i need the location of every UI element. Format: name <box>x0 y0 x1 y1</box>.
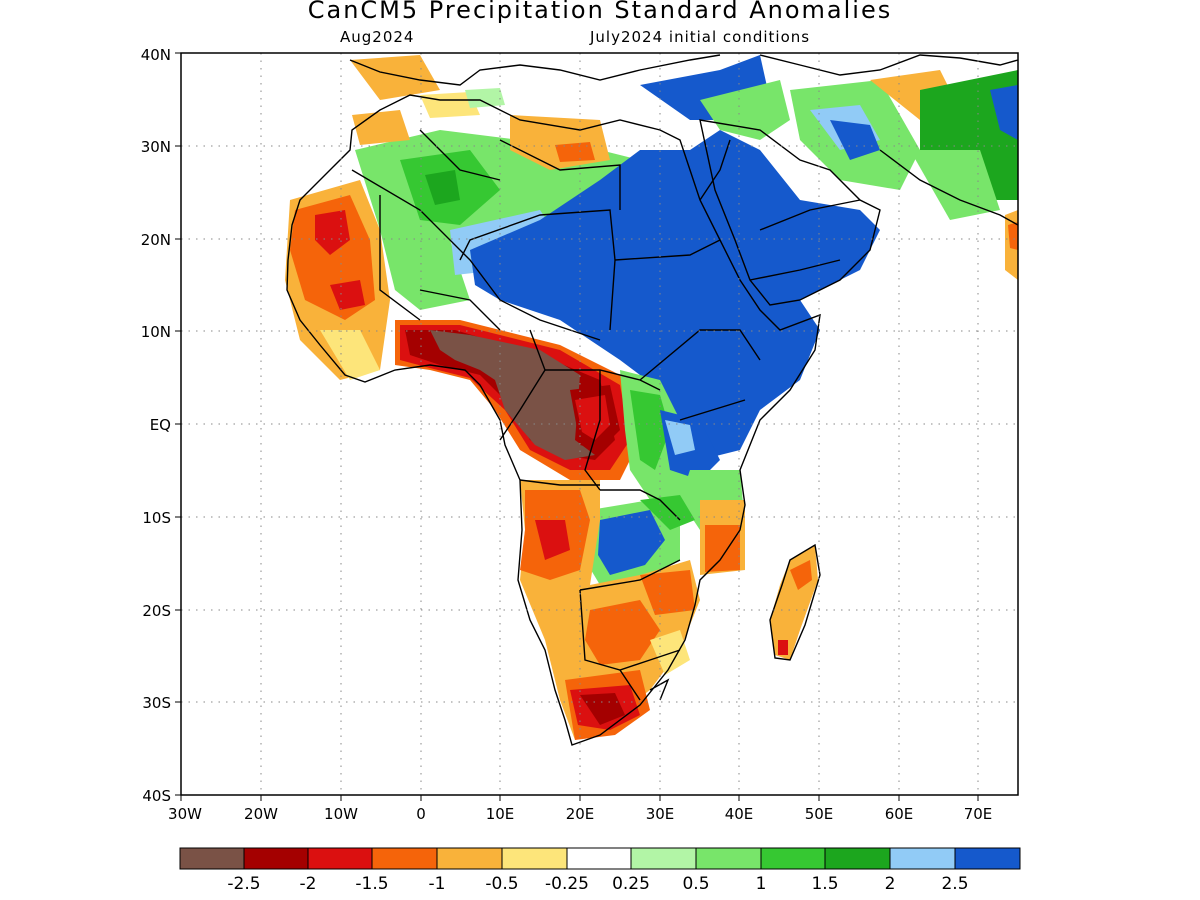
initial-conditions: July2024 initial conditions <box>590 28 811 46</box>
colorbar-swatch <box>371 847 438 870</box>
x-tick-label: 30W <box>168 805 202 823</box>
colorbar-label: 1.5 <box>811 874 838 894</box>
y-tick-label: 30N <box>141 138 171 156</box>
colorbar-swatch <box>695 847 762 870</box>
colorbar-swatch <box>760 847 826 870</box>
colorbar-swatch <box>630 847 697 870</box>
x-tick-label: 50E <box>805 805 834 823</box>
grid-lines <box>181 53 1018 795</box>
y-tick-label: 20S <box>142 602 171 620</box>
colorbar-label: 1 <box>756 874 767 894</box>
y-tick-label: 10S <box>142 509 171 527</box>
colorbar-swatch <box>566 847 632 870</box>
x-tick-label: 30E <box>646 805 675 823</box>
x-tick-labels: 30W 20W 10W 0 10E 20E 30E 40E 50E 60E 70… <box>168 805 992 823</box>
x-tick-label: 40E <box>725 805 754 823</box>
y-tick-label: 10N <box>141 323 171 341</box>
colorbar-swatch <box>243 847 309 870</box>
colorbar-label: -2.5 <box>227 874 260 894</box>
y-tick-labels: 40N 30N 20N 10N EQ 10S 20S 30S 40S <box>141 46 171 805</box>
x-tick-label: 20E <box>566 805 595 823</box>
x-tick-label: 60E <box>885 805 914 823</box>
colorbar-label: -1.5 <box>355 874 388 894</box>
colorbar-label: -2 <box>300 874 317 894</box>
y-tick-label: EQ <box>150 416 171 434</box>
x-tick-label: 70E <box>964 805 993 823</box>
coastlines <box>286 54 1018 746</box>
colorbar-swatch <box>436 847 503 870</box>
colorbar-label: -1 <box>429 874 446 894</box>
x-tick-label: 0 <box>416 805 426 823</box>
colorbar-swatch <box>501 847 568 870</box>
anomaly-field <box>285 55 1018 745</box>
colorbar-swatch <box>179 847 245 870</box>
x-tick-label: 20W <box>244 805 278 823</box>
colorbar-label: 2.5 <box>941 874 968 894</box>
tick-marks <box>175 52 979 801</box>
y-tick-label: 20N <box>141 231 171 249</box>
y-tick-label: 40N <box>141 46 171 64</box>
colorbar-label: 0.25 <box>612 874 650 894</box>
colorbar-label: -0.25 <box>545 874 589 894</box>
colorbar-label: 0.5 <box>682 874 709 894</box>
x-tick-label: 10W <box>324 805 358 823</box>
colorbar-label: -0.5 <box>485 874 518 894</box>
colorbar-swatch <box>824 847 891 870</box>
colorbar-label: 2 <box>885 874 896 894</box>
colorbar-swatch <box>954 847 1021 870</box>
forecast-month: Aug2024 <box>340 28 415 46</box>
map-title: CanCM5 Precipitation Standard Anomalies <box>307 0 893 24</box>
y-tick-label: 30S <box>142 694 171 712</box>
colorbar-swatch <box>307 847 373 870</box>
colorbar <box>179 847 1021 870</box>
x-tick-label: 10E <box>486 805 515 823</box>
colorbar-swatch <box>889 847 956 870</box>
colorbar-labels: -2.5 -2 -1.5 -1 -0.5 -0.25 0.25 0.5 1 1.… <box>227 874 968 894</box>
y-tick-label: 40S <box>142 787 171 805</box>
